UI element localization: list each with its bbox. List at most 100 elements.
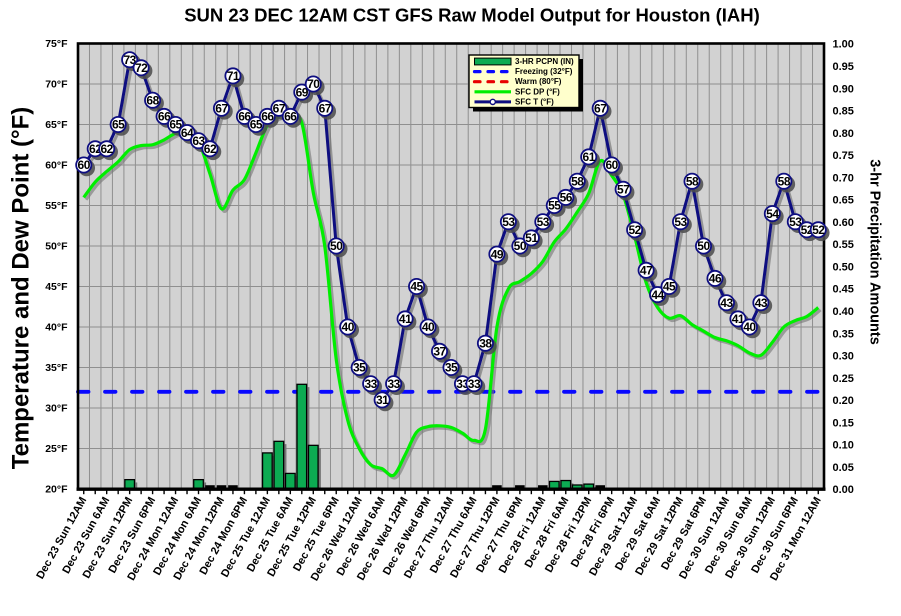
svg-text:0.05: 0.05: [833, 462, 854, 474]
svg-text:40: 40: [422, 320, 435, 334]
svg-text:66: 66: [238, 110, 251, 124]
svg-text:53: 53: [502, 215, 515, 229]
svg-text:53: 53: [537, 215, 550, 229]
svg-text:25°F: 25°F: [45, 443, 68, 455]
svg-text:55°F: 55°F: [45, 200, 68, 212]
svg-text:0.00: 0.00: [833, 484, 854, 496]
svg-text:45: 45: [410, 280, 423, 294]
svg-text:40°F: 40°F: [45, 321, 68, 333]
svg-text:60: 60: [78, 158, 91, 172]
svg-text:0.50: 0.50: [833, 261, 854, 273]
svg-text:0.15: 0.15: [833, 417, 854, 429]
svg-text:75°F: 75°F: [45, 38, 68, 50]
svg-text:70: 70: [307, 77, 320, 91]
svg-text:71: 71: [227, 69, 240, 83]
svg-text:58: 58: [686, 174, 699, 188]
svg-text:0.35: 0.35: [833, 328, 854, 340]
svg-text:50: 50: [330, 239, 343, 253]
svg-text:58: 58: [571, 174, 584, 188]
svg-text:62: 62: [204, 142, 217, 156]
svg-text:33: 33: [364, 377, 377, 391]
svg-text:31: 31: [376, 393, 389, 407]
svg-text:70°F: 70°F: [45, 78, 68, 90]
svg-text:65: 65: [250, 118, 263, 132]
svg-text:64: 64: [181, 126, 194, 140]
svg-text:61: 61: [583, 150, 596, 164]
svg-text:41: 41: [399, 312, 412, 326]
svg-text:73: 73: [123, 53, 136, 67]
svg-text:69: 69: [296, 85, 309, 99]
svg-text:20°F: 20°F: [45, 483, 68, 495]
svg-text:33: 33: [387, 377, 400, 391]
svg-text:58: 58: [778, 174, 791, 188]
svg-text:65°F: 65°F: [45, 119, 68, 131]
svg-text:41: 41: [732, 312, 745, 326]
svg-text:45: 45: [663, 280, 676, 294]
svg-text:49: 49: [491, 247, 504, 261]
svg-text:0.65: 0.65: [833, 195, 854, 207]
svg-text:35°F: 35°F: [45, 362, 68, 374]
svg-text:65: 65: [112, 118, 125, 132]
svg-text:37: 37: [433, 345, 446, 359]
svg-text:53: 53: [674, 215, 687, 229]
svg-text:52: 52: [812, 223, 825, 237]
svg-text:66: 66: [284, 110, 297, 124]
svg-text:44: 44: [651, 288, 664, 302]
svg-text:47: 47: [640, 264, 653, 278]
svg-text:1.00: 1.00: [833, 39, 854, 51]
svg-text:SFC DP (°F): SFC DP (°F): [515, 87, 560, 96]
svg-text:SUN 23 DEC 12AM CST GFS Raw Mo: SUN 23 DEC 12AM CST GFS Raw Model Output…: [184, 5, 760, 26]
svg-text:51: 51: [525, 231, 538, 245]
svg-text:0.85: 0.85: [833, 106, 854, 118]
svg-text:67: 67: [215, 102, 228, 116]
svg-text:45°F: 45°F: [45, 281, 68, 293]
svg-text:67: 67: [594, 102, 607, 116]
svg-text:0.70: 0.70: [833, 172, 854, 184]
svg-text:50°F: 50°F: [45, 240, 68, 252]
svg-text:54: 54: [766, 207, 779, 221]
svg-text:67: 67: [273, 102, 286, 116]
svg-text:35: 35: [353, 361, 366, 375]
svg-text:35: 35: [445, 361, 458, 375]
svg-text:0.25: 0.25: [833, 373, 854, 385]
svg-text:Freezing (32°F): Freezing (32°F): [515, 67, 573, 76]
svg-text:Temperature and Dew Point (°F): Temperature and Dew Point (°F): [8, 107, 35, 470]
svg-text:33: 33: [468, 377, 481, 391]
svg-text:50: 50: [514, 239, 527, 253]
svg-text:43: 43: [720, 296, 733, 310]
svg-text:0.45: 0.45: [833, 284, 854, 296]
svg-text:38: 38: [479, 336, 492, 350]
svg-text:0.80: 0.80: [833, 128, 854, 140]
svg-text:62: 62: [101, 142, 114, 156]
svg-text:3-HR PCPN (IN): 3-HR PCPN (IN): [515, 57, 574, 66]
svg-text:3-hr Precipitation Amounts: 3-hr Precipitation Amounts: [867, 159, 883, 345]
svg-text:52: 52: [628, 223, 641, 237]
svg-text:0.40: 0.40: [833, 306, 854, 318]
svg-text:63: 63: [192, 134, 205, 148]
svg-text:72: 72: [135, 61, 148, 75]
svg-text:0.95: 0.95: [833, 61, 854, 73]
svg-text:Warm (80°F): Warm (80°F): [515, 77, 562, 86]
svg-text:68: 68: [146, 93, 159, 107]
svg-text:40: 40: [342, 320, 355, 334]
svg-text:66: 66: [261, 110, 274, 124]
svg-text:66: 66: [158, 110, 171, 124]
svg-text:60°F: 60°F: [45, 159, 68, 171]
svg-text:0.30: 0.30: [833, 351, 854, 363]
svg-text:67: 67: [319, 102, 332, 116]
svg-text:53: 53: [789, 215, 802, 229]
svg-text:0.90: 0.90: [833, 83, 854, 95]
svg-text:30°F: 30°F: [45, 402, 68, 414]
svg-text:0.20: 0.20: [833, 395, 854, 407]
svg-text:57: 57: [617, 183, 630, 197]
svg-text:50: 50: [697, 239, 710, 253]
svg-text:56: 56: [560, 191, 573, 205]
svg-text:40: 40: [743, 320, 756, 334]
svg-text:0.60: 0.60: [833, 217, 854, 229]
svg-text:0.55: 0.55: [833, 239, 854, 251]
svg-text:0.75: 0.75: [833, 150, 854, 162]
svg-text:SFC T (°F): SFC T (°F): [515, 97, 554, 106]
svg-text:0.10: 0.10: [833, 440, 854, 452]
svg-text:46: 46: [709, 272, 722, 286]
svg-text:60: 60: [606, 158, 619, 172]
